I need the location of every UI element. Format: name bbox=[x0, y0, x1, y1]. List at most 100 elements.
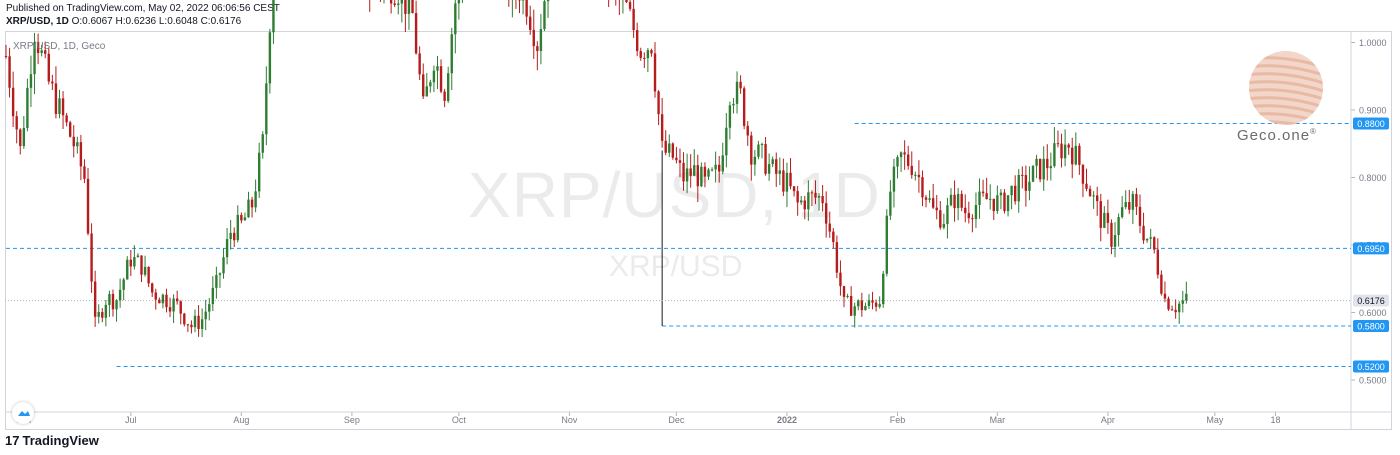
candle-body bbox=[525, 0, 528, 17]
candle-body bbox=[1128, 202, 1131, 210]
candle-body bbox=[161, 294, 165, 304]
candle-body bbox=[536, 46, 539, 52]
price-tick-label: 0.9000 bbox=[1359, 106, 1387, 116]
candle-body bbox=[158, 299, 161, 304]
level-badge-label: 0.5800 bbox=[1357, 322, 1385, 332]
candle-body bbox=[414, 13, 418, 54]
candle-body bbox=[168, 307, 172, 312]
logo-stripe bbox=[1249, 56, 1323, 74]
candle-body bbox=[154, 292, 157, 300]
candle-body bbox=[949, 194, 953, 206]
candle-body bbox=[140, 255, 143, 275]
candle-body bbox=[400, 0, 404, 4]
candle-body bbox=[685, 168, 689, 182]
candle-body bbox=[40, 50, 43, 53]
candle-body bbox=[628, 2, 632, 9]
candle-body bbox=[422, 74, 425, 97]
candle-body bbox=[1145, 238, 1149, 241]
candle-body bbox=[1092, 195, 1095, 197]
candle-body bbox=[757, 144, 760, 157]
footer-brand[interactable]: 17 TradingView bbox=[5, 433, 99, 448]
candle-body bbox=[208, 304, 211, 312]
candle-body bbox=[903, 152, 906, 155]
candle-body bbox=[1067, 144, 1070, 148]
candle-body bbox=[764, 144, 767, 174]
time-axis[interactable]: JunJulAugSepOctNovDec2022FebMarAprMay18 bbox=[17, 412, 1281, 425]
candle-body bbox=[682, 162, 685, 182]
candle-body bbox=[792, 186, 796, 192]
watermark-sub: XRP/USD bbox=[609, 250, 743, 283]
last-price-badge bbox=[1353, 294, 1389, 307]
candle-body bbox=[539, 29, 543, 52]
candle-body bbox=[839, 272, 842, 287]
candle-body bbox=[411, 0, 414, 14]
candle-body bbox=[436, 66, 439, 71]
candle-body bbox=[974, 205, 978, 220]
candle-body bbox=[172, 298, 175, 312]
candle-body bbox=[1113, 235, 1117, 247]
time-tick-label: Jul bbox=[125, 415, 137, 425]
candle-body bbox=[1063, 144, 1067, 159]
candle-body bbox=[136, 255, 140, 258]
candle-body bbox=[190, 324, 193, 328]
candle-body bbox=[635, 30, 639, 52]
candle-body bbox=[725, 127, 728, 156]
level-badge-label: 0.8800 bbox=[1357, 119, 1385, 129]
candle-body bbox=[115, 300, 118, 310]
candle-body bbox=[72, 136, 75, 147]
candle-body bbox=[179, 301, 182, 314]
candle-body bbox=[910, 165, 913, 176]
candle-body bbox=[978, 191, 981, 206]
candle-body bbox=[243, 217, 247, 221]
candle-body bbox=[11, 87, 15, 117]
candle-body bbox=[54, 83, 58, 114]
candle-body bbox=[653, 53, 657, 92]
candle-body bbox=[810, 192, 814, 194]
candle-body bbox=[19, 129, 22, 147]
candle-body bbox=[446, 73, 450, 101]
candle-body bbox=[771, 159, 774, 165]
candle-body bbox=[133, 257, 136, 267]
level-badge-label: 0.5200 bbox=[1357, 362, 1385, 372]
candle-body bbox=[1035, 158, 1038, 166]
price-tick-label: 0.5000 bbox=[1359, 376, 1387, 386]
candle-body bbox=[800, 200, 803, 203]
candle-body bbox=[871, 300, 874, 303]
candle-body bbox=[696, 165, 700, 187]
candle-body bbox=[767, 164, 771, 174]
candle-body bbox=[546, 0, 550, 2]
candle-body bbox=[1106, 212, 1110, 223]
candle-body bbox=[721, 155, 724, 172]
candle-body bbox=[250, 199, 254, 208]
candle-body bbox=[1124, 202, 1127, 208]
candle-body bbox=[953, 194, 956, 209]
candle-body bbox=[989, 198, 992, 200]
candle-body bbox=[143, 266, 147, 275]
candle-body bbox=[443, 91, 446, 101]
candle-body bbox=[268, 32, 272, 84]
candle-body bbox=[397, 3, 400, 5]
candle-body bbox=[76, 142, 79, 147]
candle-body bbox=[643, 57, 646, 59]
candle-body bbox=[197, 315, 200, 330]
time-tick-label: 2022 bbox=[777, 415, 797, 425]
candle-body bbox=[817, 196, 821, 198]
candle-body bbox=[225, 239, 229, 258]
price-tick-label: 1.0000 bbox=[1359, 38, 1387, 48]
candle-body bbox=[229, 232, 232, 240]
candle-body bbox=[882, 273, 885, 305]
time-tick-label: May bbox=[1206, 415, 1224, 425]
candle-body bbox=[543, 1, 546, 30]
tradingview-button[interactable] bbox=[12, 402, 34, 424]
time-tick-label: Sep bbox=[344, 415, 360, 425]
candle-body bbox=[425, 86, 428, 97]
ohlc-values: O:0.6067 H:0.6236 L:0.6048 C:0.6176 bbox=[71, 16, 242, 27]
candle-body bbox=[1060, 143, 1063, 159]
candle-body bbox=[8, 56, 11, 88]
candle-body bbox=[1131, 194, 1135, 210]
candle-body bbox=[129, 259, 133, 267]
candle-body bbox=[996, 195, 999, 212]
candle-body bbox=[165, 294, 168, 308]
candle-body bbox=[90, 233, 93, 282]
